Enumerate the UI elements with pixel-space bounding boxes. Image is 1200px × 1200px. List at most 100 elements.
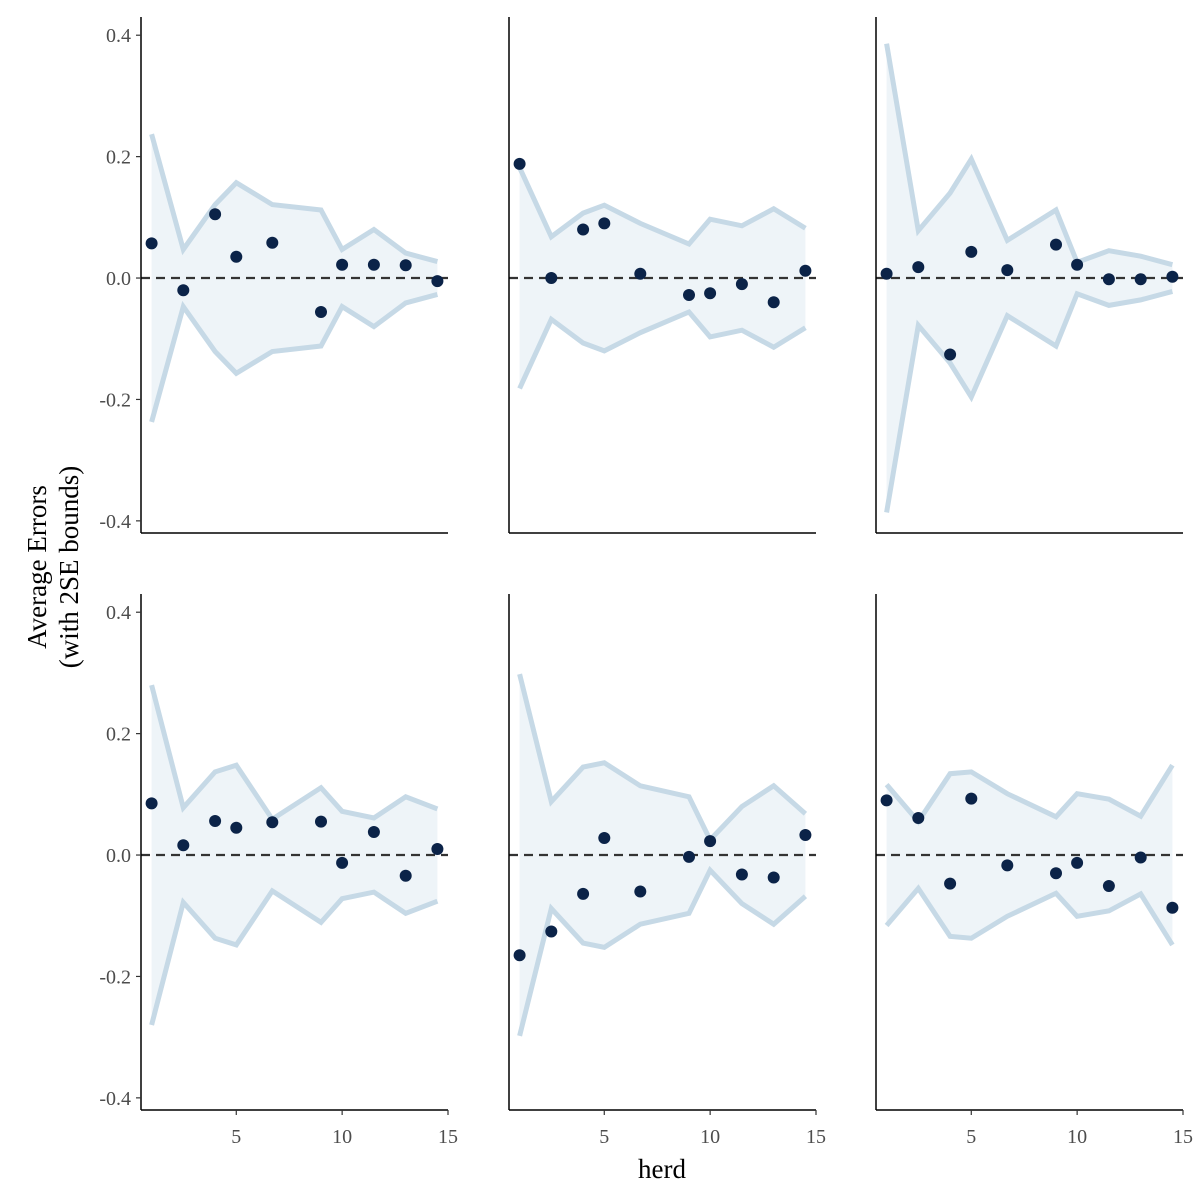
data-point	[1050, 867, 1062, 880]
data-point	[1102, 273, 1115, 286]
data-point	[1071, 258, 1084, 271]
lower-bound-line	[884, 288, 1174, 513]
data-point	[912, 261, 925, 274]
y-tick-label: 0.2	[106, 724, 131, 746]
data-point	[367, 258, 380, 271]
data-point	[266, 236, 279, 249]
lower-bound-line	[149, 291, 439, 423]
data-point	[880, 267, 893, 280]
data-point	[965, 245, 978, 258]
data-point	[399, 869, 412, 882]
data-point	[799, 264, 812, 277]
data-point	[315, 306, 327, 318]
data-point	[704, 287, 717, 300]
lower-bound-line	[517, 865, 808, 1037]
data-point	[513, 157, 526, 170]
data-point	[336, 258, 349, 271]
data-point	[735, 868, 748, 881]
data-point	[431, 275, 444, 288]
y-axis-title-line-2: (with 2SE bounds)	[54, 466, 84, 669]
data-point	[367, 826, 380, 838]
panel-6: 5 10 15	[875, 594, 1193, 1148]
data-point	[145, 797, 158, 810]
y-tick-label: 0.4	[106, 602, 131, 624]
data-point	[1166, 901, 1179, 914]
y-tick-label: -0.2	[99, 389, 131, 411]
data-point	[965, 792, 978, 805]
data-point	[577, 223, 590, 236]
data-point	[598, 832, 611, 844]
data-point	[799, 829, 812, 841]
lower-bound-line	[884, 884, 1175, 947]
data-point	[735, 278, 748, 291]
upper-bound-line	[517, 673, 808, 845]
data-point	[683, 850, 695, 863]
x-tick-label: 15	[1173, 1126, 1193, 1148]
data-point	[145, 237, 158, 250]
data-point	[634, 267, 647, 280]
data-point	[577, 887, 590, 900]
y-tick-label: -0.2	[99, 966, 131, 988]
data-point	[704, 835, 717, 848]
x-tick-label: 5	[966, 1126, 976, 1148]
data-point	[944, 877, 957, 890]
upper-bound-line	[884, 763, 1175, 826]
upper-bound-line	[149, 133, 439, 265]
data-point	[177, 839, 190, 852]
x-axis-title: herd	[638, 1154, 686, 1184]
data-point	[1001, 859, 1014, 872]
data-point	[266, 816, 279, 829]
data-point	[1134, 851, 1147, 864]
data-point	[944, 348, 957, 361]
data-point	[399, 259, 412, 272]
data-point	[209, 815, 222, 827]
data-point	[230, 821, 243, 834]
data-point	[545, 925, 558, 938]
y-tick-label: 0.2	[106, 147, 131, 169]
data-point	[545, 272, 558, 284]
data-point	[336, 856, 349, 869]
data-point	[431, 843, 444, 855]
y-tick-label: 0.4	[106, 25, 131, 47]
data-point	[513, 949, 526, 962]
data-point	[315, 815, 327, 828]
data-point	[1102, 880, 1115, 892]
y-tick-label: -0.4	[99, 511, 131, 533]
data-point	[683, 289, 695, 301]
x-tick-label: 15	[438, 1126, 458, 1148]
data-point	[912, 812, 925, 824]
data-point	[209, 208, 222, 221]
x-tick-label: 15	[806, 1126, 826, 1148]
y-tick-label: -0.4	[99, 1088, 131, 1110]
upper-bound-line	[149, 684, 439, 823]
y-tick-label: 0.0	[106, 268, 131, 290]
x-tick-label: 10	[332, 1126, 352, 1148]
x-tick-label: 10	[700, 1126, 720, 1148]
data-point	[177, 284, 190, 297]
panel-4: -0.4 -0.2 0.0 0.2 0.4 5 10 15	[99, 594, 458, 1148]
lower-bound-line	[517, 308, 807, 390]
panel-1: -0.4 -0.2 0.0 0.2 0.4	[99, 17, 448, 534]
upper-bound-line	[884, 43, 1174, 268]
data-point	[1001, 264, 1014, 277]
data-point	[230, 250, 243, 263]
data-point	[767, 871, 780, 884]
upper-bound-line	[517, 166, 807, 248]
data-point	[598, 217, 611, 230]
panel-5: 5 10 15	[508, 594, 826, 1148]
x-tick-label: 5	[599, 1126, 609, 1148]
y-tick-label: 0.0	[106, 845, 131, 867]
y-axis-title-line-1: Average Errors	[22, 485, 52, 649]
data-point	[1166, 270, 1179, 283]
data-point	[1134, 273, 1147, 286]
data-point	[634, 885, 647, 898]
panel-3	[875, 17, 1183, 534]
panel-2	[508, 17, 816, 534]
data-point	[1071, 856, 1084, 869]
data-point	[767, 296, 780, 309]
x-tick-label: 5	[231, 1126, 241, 1148]
data-point	[880, 794, 893, 807]
lower-bound-line	[149, 887, 439, 1026]
x-tick-label: 10	[1067, 1126, 1087, 1148]
